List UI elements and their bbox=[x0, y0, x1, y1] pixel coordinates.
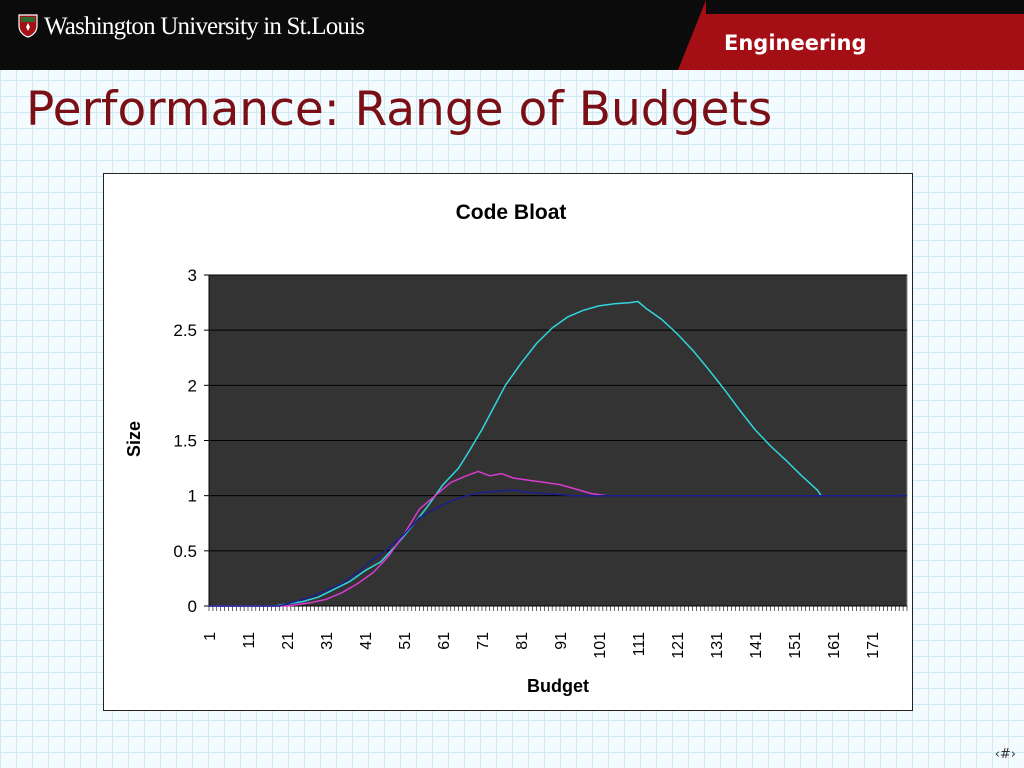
university-name[interactable]: Washington University in St.Louis bbox=[44, 13, 365, 40]
x-tick-label: 171 bbox=[865, 632, 882, 659]
x-tick-label: 131 bbox=[709, 632, 726, 659]
y-tick-label: 0.5 bbox=[173, 542, 197, 561]
x-tick-label: 151 bbox=[787, 632, 804, 659]
code-bloat-chart: Code Bloat Budget Size 00.511.522.531 11 2… bbox=[124, 201, 908, 696]
y-tick-label: 1 bbox=[188, 487, 197, 506]
banner-accent bbox=[706, 14, 1024, 70]
x-tick-label: 141 bbox=[748, 632, 765, 659]
x-tick-label: 31 bbox=[319, 632, 336, 650]
x-tick-label: 61 bbox=[436, 632, 453, 650]
banner-accent-wedge bbox=[678, 0, 706, 70]
plot-area: 00.511.522.531 11 21 31 41 51 61 71 81 91 101 111 12… bbox=[173, 266, 908, 659]
x-tick-label: 71 bbox=[475, 632, 492, 650]
x-axis-label: Budget bbox=[527, 676, 589, 696]
x-tick-label: 1 bbox=[202, 632, 219, 641]
y-axis-label: Size bbox=[124, 421, 144, 457]
series-line-2 bbox=[209, 470, 907, 607]
chart-panel: Code Bloat Budget Size 0 0.5 1 1.5 2 2.5 3 1 11 2… bbox=[103, 173, 913, 711]
x-tick-label: 81 bbox=[514, 632, 531, 650]
y-tick-label: 2 bbox=[188, 376, 197, 395]
chart-title: Code Bloat bbox=[456, 201, 567, 224]
series-line-3 bbox=[209, 489, 907, 607]
x-tick-label: 161 bbox=[826, 632, 843, 659]
slide-number: ‹#› bbox=[994, 747, 1016, 762]
x-tick-label: 111 bbox=[631, 632, 648, 656]
x-tick-label: 21 bbox=[280, 632, 297, 650]
x-tick-label: 41 bbox=[358, 632, 375, 650]
slide-title: Performance: Range of Budgets bbox=[26, 82, 773, 137]
x-tick-label: 51 bbox=[397, 632, 414, 650]
y-tick-label: 1.5 bbox=[173, 432, 197, 451]
x-tick-label: 121 bbox=[670, 632, 687, 659]
y-tick-label: 0 bbox=[188, 597, 197, 616]
university-shield-icon bbox=[18, 14, 38, 38]
x-tick-label: 101 bbox=[592, 632, 609, 659]
department-name[interactable]: Engineering bbox=[724, 31, 867, 55]
y-tick-label: 3 bbox=[188, 266, 197, 285]
x-tick-label: 91 bbox=[553, 632, 570, 650]
x-tick-label: 11 bbox=[241, 632, 258, 649]
header-banner: Washington University in St.Louis Engine… bbox=[0, 0, 1024, 70]
series-line-1 bbox=[209, 300, 907, 607]
y-tick-label: 2.5 bbox=[173, 321, 197, 340]
